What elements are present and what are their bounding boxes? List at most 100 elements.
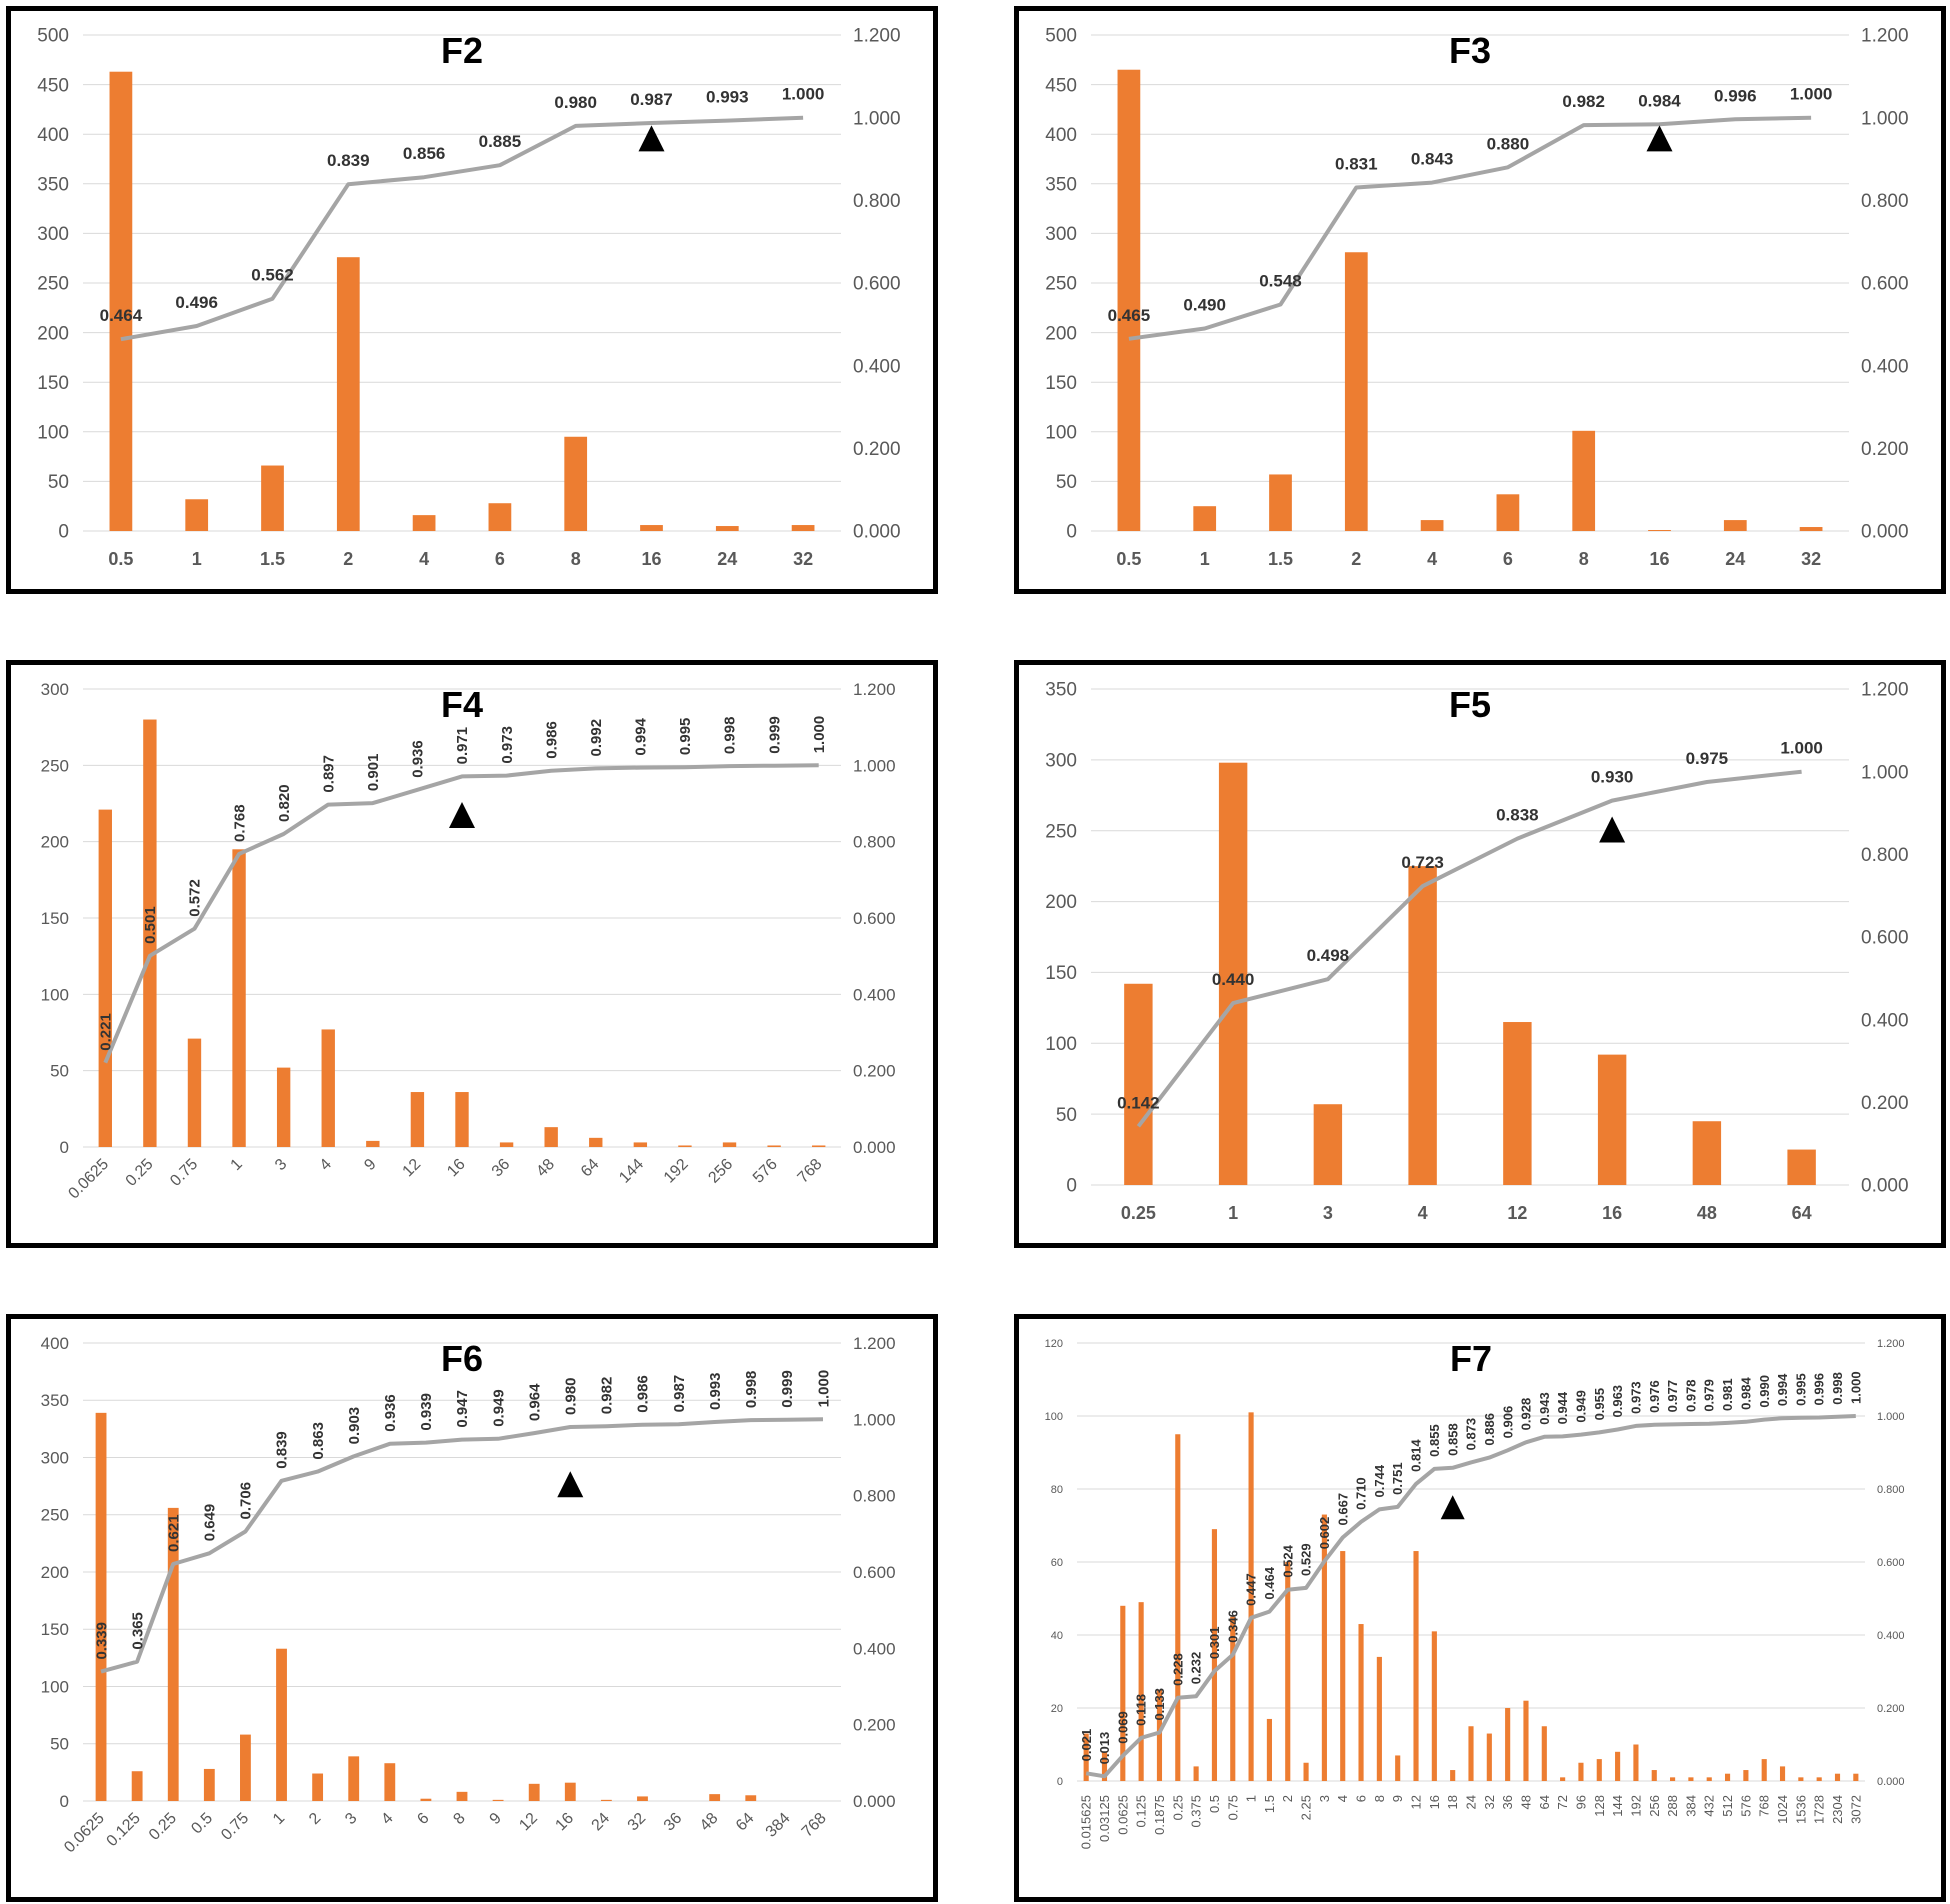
f7-y-tick: 0 — [1057, 1776, 1063, 1788]
f4-bar — [276, 1067, 291, 1147]
f3-y2-tick: 1.000 — [1861, 108, 1909, 129]
f5-bar — [1218, 762, 1248, 1185]
f7-bar — [1101, 1751, 1108, 1781]
f4-y-tick: 150 — [41, 909, 69, 928]
f4-y2-tick: 1.000 — [853, 756, 896, 775]
chart-f5: 350 300 250 200 150 100 50 0 1.200 1.000 0.800 0.60… — [1045, 680, 1909, 1223]
f3-data-label: 0.982 — [1562, 92, 1605, 111]
f7-category-label: 128 — [1592, 1795, 1607, 1817]
f2-y-tick: 50 — [48, 472, 69, 493]
f2-y2-tick: 0.000 — [853, 522, 901, 543]
f7-data-label: 0.133 — [1152, 1688, 1167, 1721]
f5-category-label: 48 — [1697, 1203, 1717, 1223]
f6-category-label: 4 — [378, 1810, 396, 1828]
f7-data-label: 0.944 — [1555, 1391, 1570, 1424]
f5-bar — [1787, 1149, 1816, 1185]
f6-data-label: 0.339 — [93, 1622, 110, 1660]
f7-bar — [1431, 1631, 1437, 1781]
f6-y2-tick: 1.000 — [853, 1410, 896, 1429]
f7-y2-tick: 0.400 — [1877, 1630, 1905, 1642]
chart-f6: 400 350 300 250 200 150 100 50 0 1.200 1.000 0.800 0… — [41, 1334, 896, 1856]
f7-bar — [1798, 1777, 1804, 1781]
f4-cumulative-line — [103, 763, 819, 1064]
f5-y2-tick: 1.000 — [1861, 762, 1909, 783]
f7-data-label: 0.301 — [1207, 1627, 1222, 1660]
f4-data-label: 0.897 — [320, 755, 337, 793]
f2-category-label: 8 — [571, 549, 581, 569]
f6-data-label: 0.706 — [238, 1482, 255, 1520]
f6-category-label: 384 — [763, 1810, 794, 1841]
f5-y2-tick: 0.800 — [1861, 845, 1909, 866]
f7-category-label: 48 — [1519, 1795, 1534, 1809]
f2-y-tick: 300 — [37, 224, 69, 245]
f7-data-label: 0.994 — [1775, 1373, 1790, 1406]
f7-y-tick: 120 — [1045, 1338, 1063, 1350]
f5-title: F5 — [1449, 684, 1491, 725]
f3-bar — [1572, 430, 1596, 531]
f7-category-label: 64 — [1537, 1795, 1552, 1809]
f5-bar — [1313, 1104, 1343, 1185]
f7-data-label: 0.998 — [1830, 1372, 1845, 1405]
f6-category-label: 1 — [270, 1810, 288, 1828]
f7-data-label: 0.346 — [1225, 1610, 1240, 1643]
f5-y2-tick: 0.000 — [1861, 1176, 1909, 1197]
f2-y-tick: 500 — [37, 26, 69, 47]
f7-data-label: 0.744 — [1372, 1464, 1387, 1497]
f4-category-label: 9 — [361, 1156, 379, 1174]
f5-y2-tick: 0.200 — [1861, 1093, 1909, 1114]
f6-data-label: 0.949 — [490, 1389, 507, 1427]
f4-data-label: 0.572 — [187, 879, 204, 917]
f7-bar — [1834, 1773, 1841, 1781]
f7-bar — [1523, 1700, 1529, 1781]
f5-data-label: 0.930 — [1591, 768, 1634, 787]
f6-y-tick: 50 — [50, 1735, 69, 1754]
f3-category-label: 1 — [1200, 549, 1210, 569]
f4-y-tick: 0 — [60, 1138, 69, 1157]
f6-data-label: 0.863 — [310, 1422, 327, 1460]
f7-data-label: 0.873 — [1464, 1418, 1479, 1451]
f2-cutoff-marker — [638, 125, 665, 152]
f2-y2-tick: 0.200 — [853, 439, 901, 460]
f4-y2-tick: 0.600 — [853, 909, 896, 928]
f6-category-label: 64 — [733, 1810, 758, 1835]
f7-bar — [1743, 1770, 1749, 1781]
f4-data-label: 0.998 — [722, 717, 739, 755]
f7-category-label: 9 — [1390, 1795, 1405, 1802]
f7-data-label: 0.602 — [1317, 1517, 1332, 1550]
f2-category-label: 16 — [641, 549, 661, 569]
f7-category-label: 0.125 — [1134, 1795, 1149, 1828]
f6-category-label: 24 — [589, 1810, 614, 1835]
f4-data-label: 0.820 — [276, 784, 293, 822]
f7-bar — [1633, 1744, 1639, 1781]
f6-y2-tick: 0.000 — [853, 1792, 896, 1811]
f6-data-label: 0.986 — [635, 1375, 652, 1413]
f7-y-tick: 80 — [1051, 1484, 1063, 1496]
f3-data-label: 0.984 — [1638, 91, 1681, 110]
f6-cumulative-line — [100, 1417, 824, 1674]
f3-category-label: 4 — [1427, 549, 1437, 569]
f3-data-label: 0.996 — [1714, 86, 1757, 105]
f7-y-tick: 100 — [1045, 1411, 1063, 1423]
f3-y-tick: 250 — [1045, 274, 1077, 295]
f5-data-label: 0.440 — [1212, 970, 1255, 989]
f2-y2-tick: 0.400 — [853, 356, 901, 377]
f7-data-label: 0.667 — [1335, 1493, 1350, 1526]
f7-data-label: 0.751 — [1390, 1462, 1405, 1495]
f4-data-label: 0.901 — [365, 754, 382, 792]
f7-y2-tick: 1.200 — [1877, 1338, 1905, 1350]
f7-bar — [1230, 1616, 1236, 1781]
f6-y2-tick: 0.200 — [853, 1716, 896, 1735]
f5-y-tick: 250 — [1045, 821, 1077, 842]
f7-bar — [1651, 1770, 1657, 1781]
f6-category-label: 0.25 — [146, 1810, 180, 1844]
f7-data-label: 0.886 — [1482, 1413, 1497, 1446]
f6-category-label: 768 — [799, 1810, 830, 1841]
f4-y2-tick: 0.000 — [853, 1138, 896, 1157]
f7-category-label: 0.25 — [1170, 1795, 1185, 1820]
f5-y-tick: 100 — [1045, 1034, 1077, 1055]
f7-bar — [1596, 1759, 1602, 1781]
f7-category-label: 1024 — [1775, 1795, 1790, 1824]
f7-bar — [1193, 1766, 1199, 1781]
f3-y-tick: 300 — [1045, 224, 1077, 245]
f6-data-label: 0.365 — [129, 1612, 146, 1650]
